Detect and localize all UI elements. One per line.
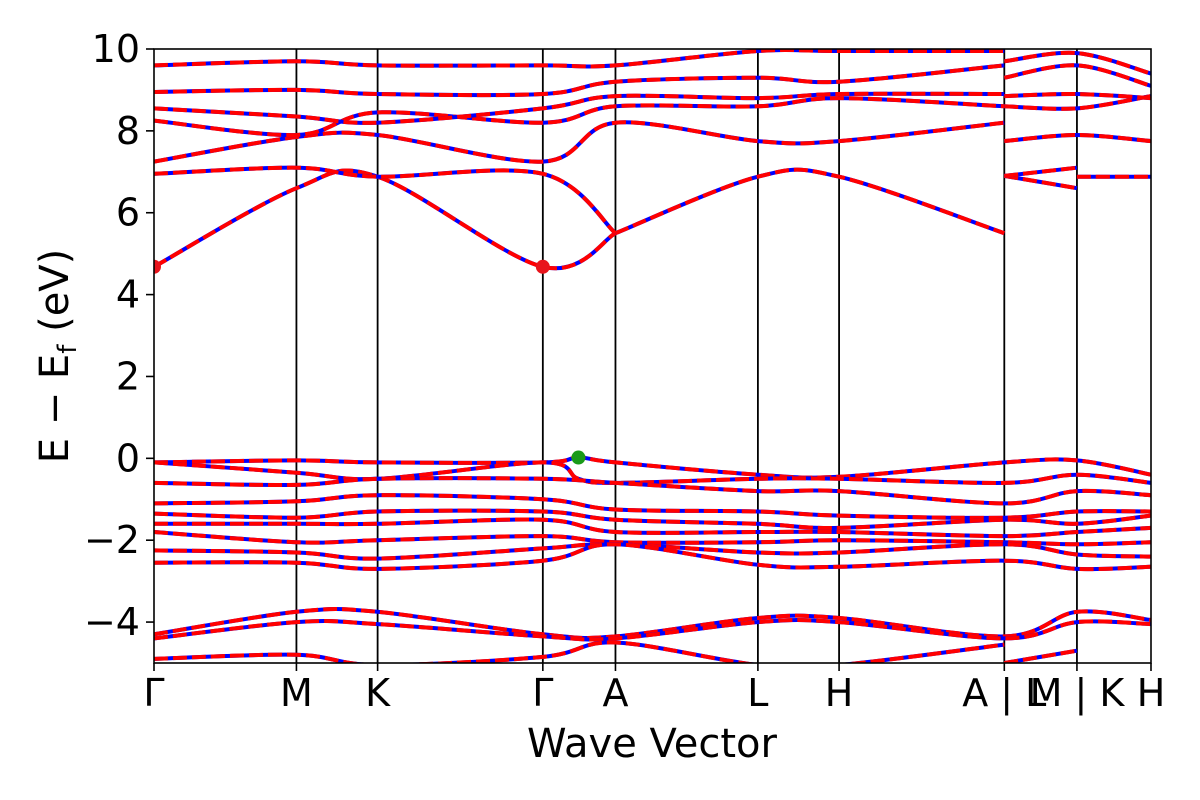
band-line-spin-down-11 (1004, 132, 1151, 144)
extrema-markers (154, 259, 586, 465)
plot-frame (153, 48, 1152, 664)
y-axis-title-subscript: f (53, 344, 83, 354)
band-line-spin-up-14 (1003, 63, 1151, 88)
kpath-vertical-lines (295, 49, 1078, 663)
x-tick-label: L (747, 671, 768, 715)
y-axis-title-unit: (eV) (32, 249, 78, 345)
y-tick-label: 0 (116, 436, 140, 480)
band-line-spin-up-9 (1004, 165, 1078, 178)
x-tick-label: H (825, 671, 854, 715)
x-axis-title: Wave Vector (527, 721, 778, 767)
band-line-spin-up-5 (154, 91, 1005, 125)
x-tick-label: Γ (143, 671, 164, 715)
x-tick-label: M | K (1030, 671, 1126, 716)
y-tick-label: −4 (84, 600, 140, 644)
x-tick-label: H (1137, 671, 1166, 715)
band-line-spin-down-3 (154, 120, 1005, 164)
band-line-spin-up-26 (154, 618, 1151, 642)
y-axis-ticks: −4 −2 0 2 4 6 8 10 (84, 27, 154, 644)
band-line-spin-down-13 (1004, 91, 1151, 101)
y-tick-label: 6 (116, 191, 140, 235)
y-tick-label: 10 (92, 27, 140, 71)
y-tick-label: 2 (116, 354, 140, 398)
band-line-spin-up-0 (154, 168, 617, 271)
band-line-spin-up-4 (154, 96, 1005, 138)
band-line-spin-up-25 (154, 607, 1151, 640)
band-line-spin-up-23 (154, 542, 1151, 561)
band-line-spin-up-27 (154, 640, 1005, 663)
y-axis-title-main: E − E (32, 354, 78, 464)
band-line-spin-up-16 (154, 455, 1151, 480)
band-line-spin-down-15 (1004, 50, 1151, 76)
band-lines (154, 49, 1151, 663)
band-line-spin-up-21 (154, 517, 1151, 539)
x-tick-label: M (280, 671, 313, 715)
y-axis-title: E − Ef (eV) (32, 249, 83, 464)
extremum-marker-1 (535, 259, 550, 274)
band-line-spin-down-0 (154, 168, 617, 271)
band-line-spin-up-7 (154, 49, 1005, 69)
x-tick-label: Γ (532, 671, 553, 715)
band-line-spin-up-18 (154, 476, 1151, 506)
y-tick-label: 8 (116, 109, 140, 153)
x-tick-label: K (365, 671, 391, 715)
band-line-spin-down-19 (154, 493, 1151, 520)
band-line-spin-down-1 (614, 167, 1005, 236)
band-line-spin-up-1 (614, 167, 1005, 236)
x-tick-label: A (602, 671, 628, 715)
band-line-spin-up-19 (154, 493, 1151, 520)
band-line-spin-up-6 (154, 63, 1005, 98)
band-line-spin-up-2 (154, 165, 617, 235)
band-line-spin-down-12 (1004, 94, 1151, 111)
y-tick-label: −2 (84, 518, 140, 562)
band-line-spin-up-22 (154, 530, 1151, 547)
extremum-marker-2 (571, 450, 586, 465)
x-tick-label: A | L (962, 671, 1046, 716)
band-line-spin-up-24 (154, 542, 1151, 572)
band-line-spin-up-20 (154, 508, 1151, 530)
extremum-marker-0 (154, 259, 161, 274)
y-tick-label: 4 (116, 273, 140, 317)
